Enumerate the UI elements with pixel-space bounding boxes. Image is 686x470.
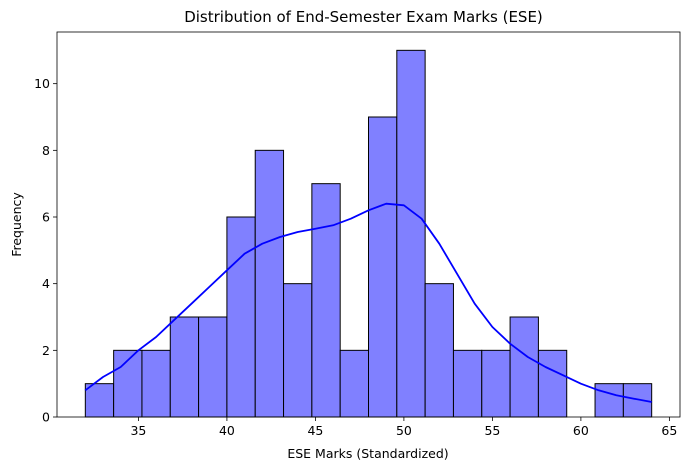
histogram-bar [339,349,370,418]
y-tick-label: 2 [42,343,50,358]
histogram-bar [368,116,398,418]
x-tick-label: 45 [307,423,323,438]
y-tick-label: 8 [42,143,50,158]
y-tick-label: 10 [34,76,50,91]
histogram-bar [537,349,568,418]
histogram-bar [509,316,539,418]
plot-frame [56,31,681,418]
histogram-bar [141,349,171,418]
y-axis-ticks: 0 2 4 6 8 10 [34,76,57,425]
histogram-bar [198,316,228,418]
bars-group [84,49,653,418]
histogram-bar [84,383,115,418]
histogram-bar [311,183,341,418]
chart-title: Distribution of End-Semester Exam Marks … [184,8,543,26]
y-tick-label: 4 [42,276,50,291]
histogram-bar [283,283,313,418]
histogram-bar [254,149,285,418]
x-tick-label: 50 [396,423,412,438]
kde-line [84,202,652,403]
kde-group [84,202,652,403]
histogram-bar [169,316,200,418]
histogram-bar [481,349,511,418]
histogram-bar [594,383,624,418]
histogram-bar [424,283,454,418]
x-tick-label: 60 [573,423,589,438]
y-tick-label: 6 [42,210,50,225]
x-axis-ticks: 35 40 45 50 55 60 65 [130,417,677,438]
x-tick-label: 35 [130,423,146,438]
histogram-bar [396,49,426,418]
x-tick-label: 55 [484,423,500,438]
histogram-bar [452,349,483,418]
x-tick-label: 65 [661,423,677,438]
y-tick-label: 0 [42,410,50,425]
histogram-bar [226,216,256,418]
x-axis-label: ESE Marks (Standardized) [287,446,448,461]
x-tick-label: 40 [219,423,235,438]
y-axis-label: Frequency [9,192,24,257]
